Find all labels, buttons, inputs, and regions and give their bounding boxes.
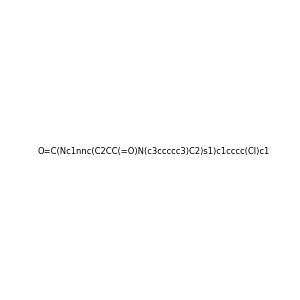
Text: O=C(Nc1nnc(C2CC(=O)N(c3ccccc3)C2)s1)c1cccc(Cl)c1: O=C(Nc1nnc(C2CC(=O)N(c3ccccc3)C2)s1)c1cc… bbox=[38, 147, 270, 156]
